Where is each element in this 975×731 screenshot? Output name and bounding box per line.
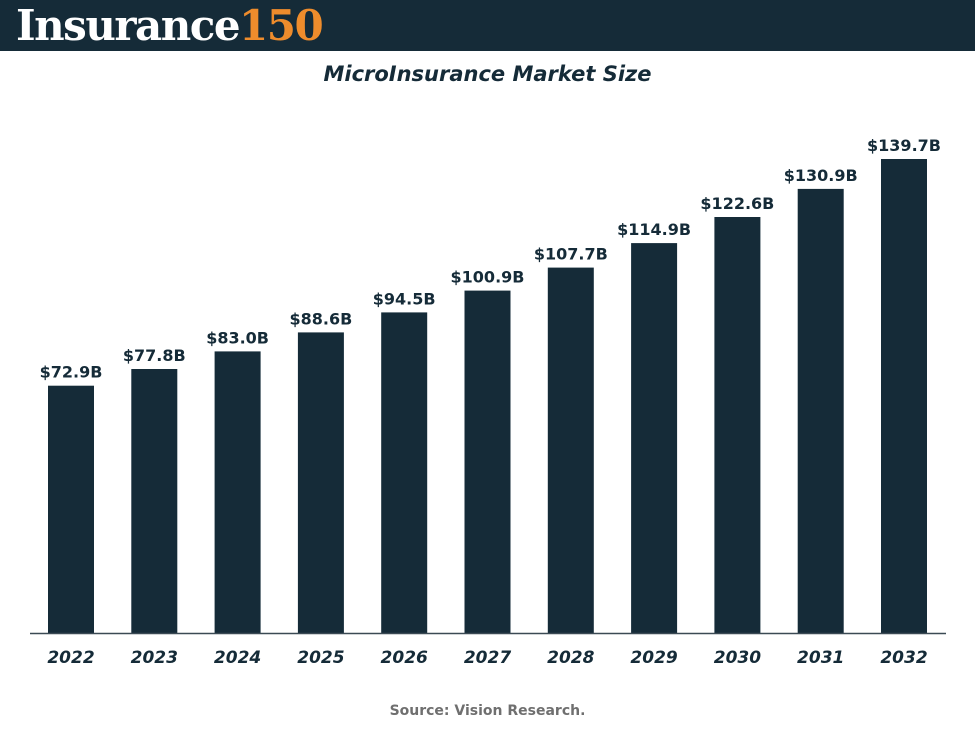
bar-2027 <box>464 290 511 633</box>
tick-label-2023: 2023 <box>131 648 178 668</box>
bar-2030 <box>714 217 761 633</box>
bar-2031 <box>797 188 844 633</box>
value-label-2029: $114.9B <box>617 220 691 239</box>
bar-2025 <box>297 332 344 633</box>
bars-group <box>48 159 927 633</box>
value-label-2024: $83.0B <box>206 328 269 347</box>
tick-label-2024: 2024 <box>214 648 261 668</box>
tick-labels-group: 2022 2023 2024 2025 2026 2027 2028 2029 2030 2031… <box>47 648 927 668</box>
tick-label-2025: 2025 <box>297 648 344 668</box>
value-label-2023: $77.8B <box>123 346 186 365</box>
value-label-2031: $130.9B <box>784 166 858 185</box>
value-label-2032: $139.7B <box>867 136 941 155</box>
tick-label-2029: 2029 <box>630 648 677 668</box>
bar-2024 <box>214 351 261 633</box>
tick-label-2030: 2030 <box>714 648 761 668</box>
bar-2029 <box>631 243 678 633</box>
logo-word: Insurance <box>16 1 241 50</box>
value-label-2025: $88.6B <box>289 309 352 328</box>
bar-2032 <box>881 159 927 633</box>
tick-label-2032: 2032 <box>880 648 927 668</box>
chart-title: MicroInsurance Market Size <box>323 62 652 86</box>
value-label-2027: $100.9B <box>451 268 525 287</box>
tick-label-2026: 2026 <box>381 648 428 668</box>
bar-2028 <box>547 267 594 633</box>
bar-2022 <box>48 385 94 633</box>
tick-label-2028: 2028 <box>547 648 594 668</box>
value-label-2028: $107.7B <box>534 245 608 264</box>
value-label-2026: $94.5B <box>373 289 436 308</box>
value-label-2022: $72.9B <box>40 363 103 382</box>
bar-2026 <box>381 312 428 633</box>
source-note: Source: Vision Research. <box>389 703 586 719</box>
value-labels-group: $72.9B $77.8B $83.0B $88.6B $94.5B $100.9B $10… <box>40 136 941 382</box>
tick-label-2022: 2022 <box>47 648 94 668</box>
brand-logo[interactable]: Insurance150 <box>16 0 324 54</box>
bar-2023 <box>131 369 178 633</box>
header-bar: Insurance150 <box>0 0 975 51</box>
tick-label-2027: 2027 <box>464 648 511 668</box>
value-label-2030: $122.6B <box>700 194 774 213</box>
logo-number: 150 <box>239 1 324 50</box>
tick-label-2031: 2031 <box>797 648 844 668</box>
